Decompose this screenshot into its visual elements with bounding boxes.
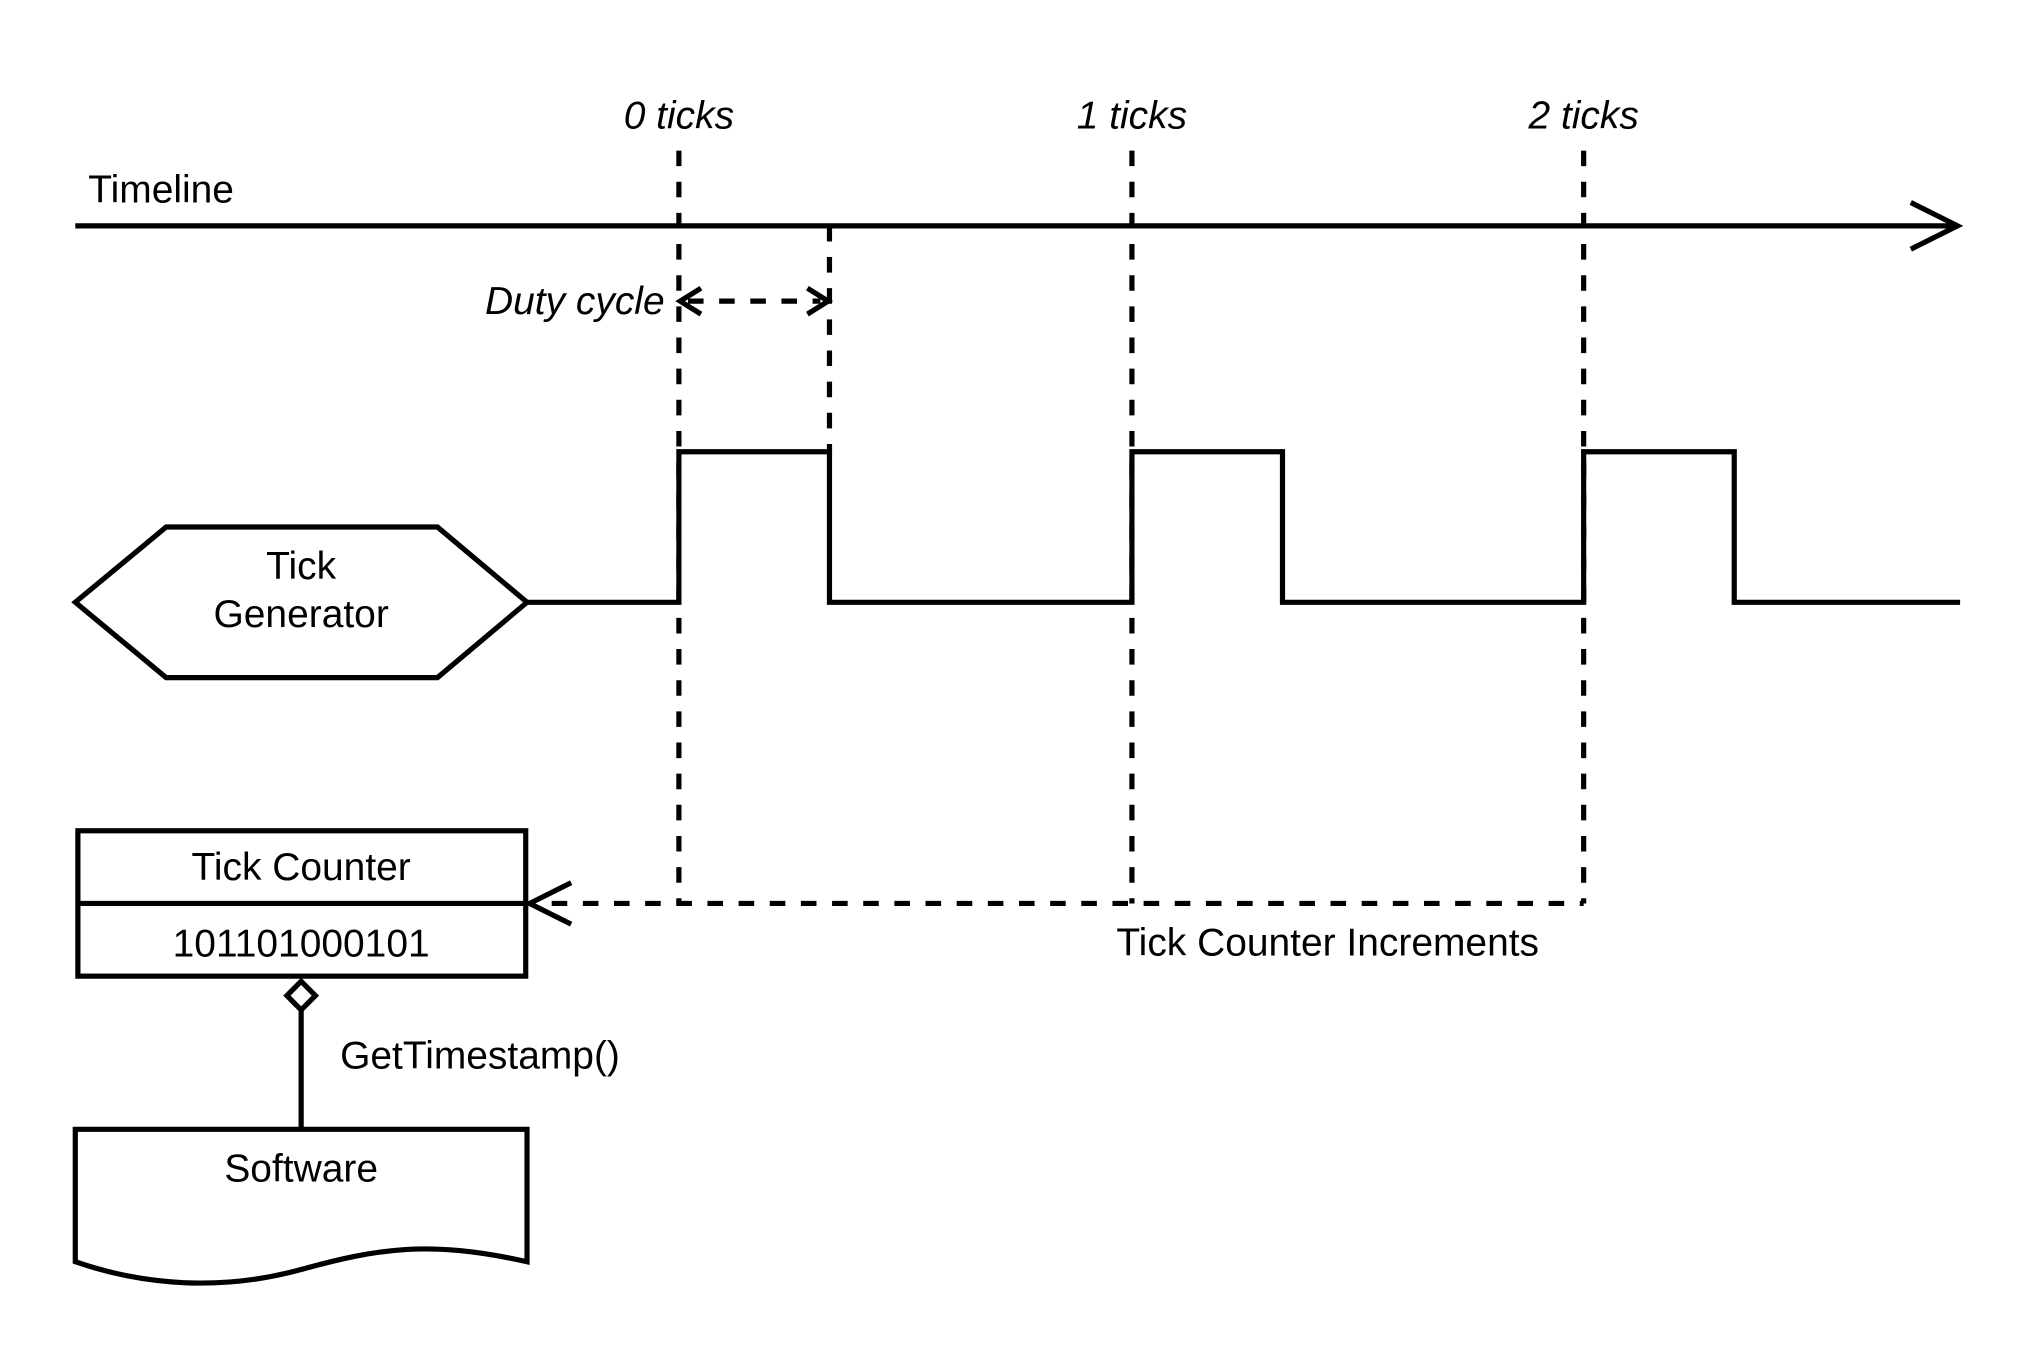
tick-generator-shape: [71, 524, 532, 681]
duty-cycle-label: Duty cycle: [485, 280, 665, 323]
arrowhead-right-icon: [806, 285, 834, 317]
software-document-shape: [72, 1126, 530, 1286]
tick-label-2: 2 ticks: [1527, 95, 1638, 138]
tick-generator-line2: Generator: [213, 593, 388, 636]
tick-generator-line1: Tick: [266, 545, 336, 588]
tick-signal-waveform: [527, 449, 1961, 605]
get-timestamp-label: GetTimestamp(): [340, 1034, 620, 1077]
tick-counter-value: 101101000101: [173, 923, 430, 966]
timeline-arrowhead-icon: [1909, 200, 1964, 252]
increments-label: Tick Counter Increments: [1116, 921, 1539, 964]
timeline-label: Timeline: [88, 169, 234, 212]
increments-arrowhead-icon: [523, 880, 573, 927]
tick-label-0: 0 ticks: [624, 95, 734, 138]
tick-label-1: 1 ticks: [1077, 95, 1187, 138]
arrowhead-left-icon: [675, 285, 703, 317]
tick-counter-title: Tick Counter: [192, 846, 411, 889]
software-label: Software: [224, 1147, 378, 1190]
aggregation-diamond-icon: [283, 977, 320, 1014]
